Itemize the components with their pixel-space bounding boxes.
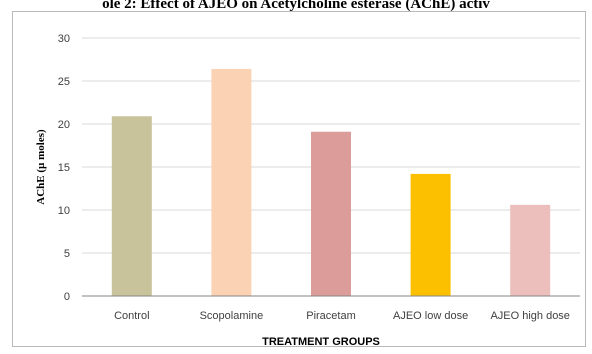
x-axis-ticks: Control Scopolamine Piracetam AJEO low dose… [114,310,570,322]
y-tick-label: 0 [64,291,70,303]
bar-piracetam [311,131,351,296]
bars [111,68,551,297]
x-tick-label: Control [114,310,149,322]
x-tick-label: Piracetam [306,310,356,322]
y-axis-ticks: 0 5 10 15 20 25 30 [58,33,70,303]
bar-control [111,116,152,296]
y-tick-label: 25 [58,76,70,88]
bar-scopolamine [211,68,252,297]
x-tick-label: AJEO low dose [393,310,468,322]
y-tick-label: 10 [58,205,70,217]
y-tick-label: 15 [58,162,70,174]
bar-ajeo-high-dose [510,204,551,296]
y-tick-label: 5 [64,248,70,260]
y-tick-label: 30 [58,33,70,45]
y-tick-label: 20 [58,119,70,131]
figure-caption: ole 2: Effect of AJEO on Acetylcholine e… [102,0,490,12]
chart-frame [12,11,586,347]
x-axis-label: TREATMENT GROUPS [262,336,380,348]
x-tick-label: Scopolamine [200,310,264,322]
bar-ajeo-low-dose [410,173,451,296]
y-axis-label: AChE (µ moles) [35,129,47,205]
x-tick-label: AJEO high dose [490,310,570,322]
